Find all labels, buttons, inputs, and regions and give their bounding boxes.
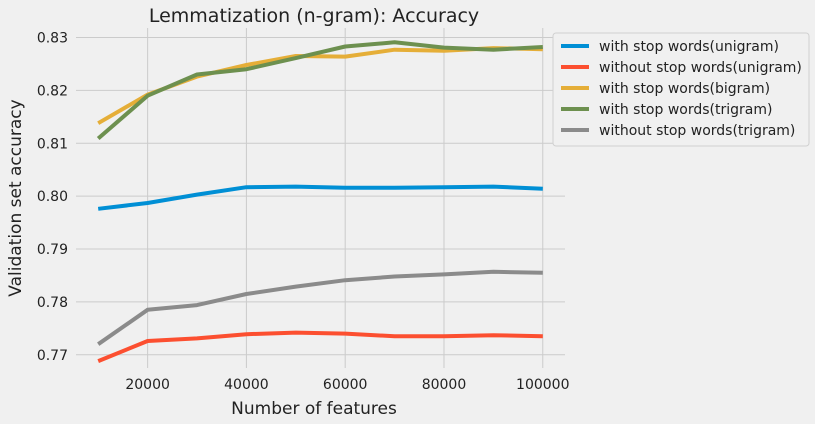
legend-label: with stop words(trigram) (599, 102, 772, 118)
y-tick-label: 0.77 (37, 348, 68, 364)
x-tick-label: 20000 (125, 377, 170, 393)
y-axis-label: Validation set accuracy (6, 99, 26, 296)
legend-label: with stop words(bigram) (599, 81, 770, 97)
y-axis-ticks: 0.77 0.78 0.79 0.80 0.81 0.82 0.83 (37, 31, 68, 364)
chart-title: Lemmatization (n-gram): Accuracy (149, 5, 479, 27)
plot-area (76, 28, 565, 368)
legend-label: with stop words(unigram) (599, 39, 779, 55)
series-line (97, 184, 543, 211)
series-line (97, 330, 543, 363)
x-tick-label: 80000 (422, 377, 467, 393)
legend-label: without stop words(unigram) (599, 60, 802, 76)
x-tick-label: 100000 (516, 377, 569, 393)
legend: with stop words(unigram) without stop wor… (552, 32, 810, 147)
x-axis-label: Number of features (231, 399, 397, 419)
y-tick-label: 0.83 (37, 31, 68, 47)
y-tick-label: 0.81 (37, 136, 68, 152)
y-tick-label: 0.82 (37, 83, 68, 99)
series-line (97, 269, 543, 346)
y-tick-label: 0.79 (37, 242, 68, 258)
x-tick-label: 60000 (323, 377, 368, 393)
x-axis-ticks: 20000 40000 60000 80000 100000 (125, 377, 569, 393)
y-tick-label: 0.78 (37, 295, 68, 311)
series-line (96, 40, 543, 141)
legend-label: without stop words(trigram) (599, 123, 795, 139)
y-tick-label: 0.80 (37, 189, 68, 205)
x-tick-label: 40000 (224, 377, 269, 393)
series-lines (96, 40, 543, 363)
legend-box (552, 32, 810, 147)
